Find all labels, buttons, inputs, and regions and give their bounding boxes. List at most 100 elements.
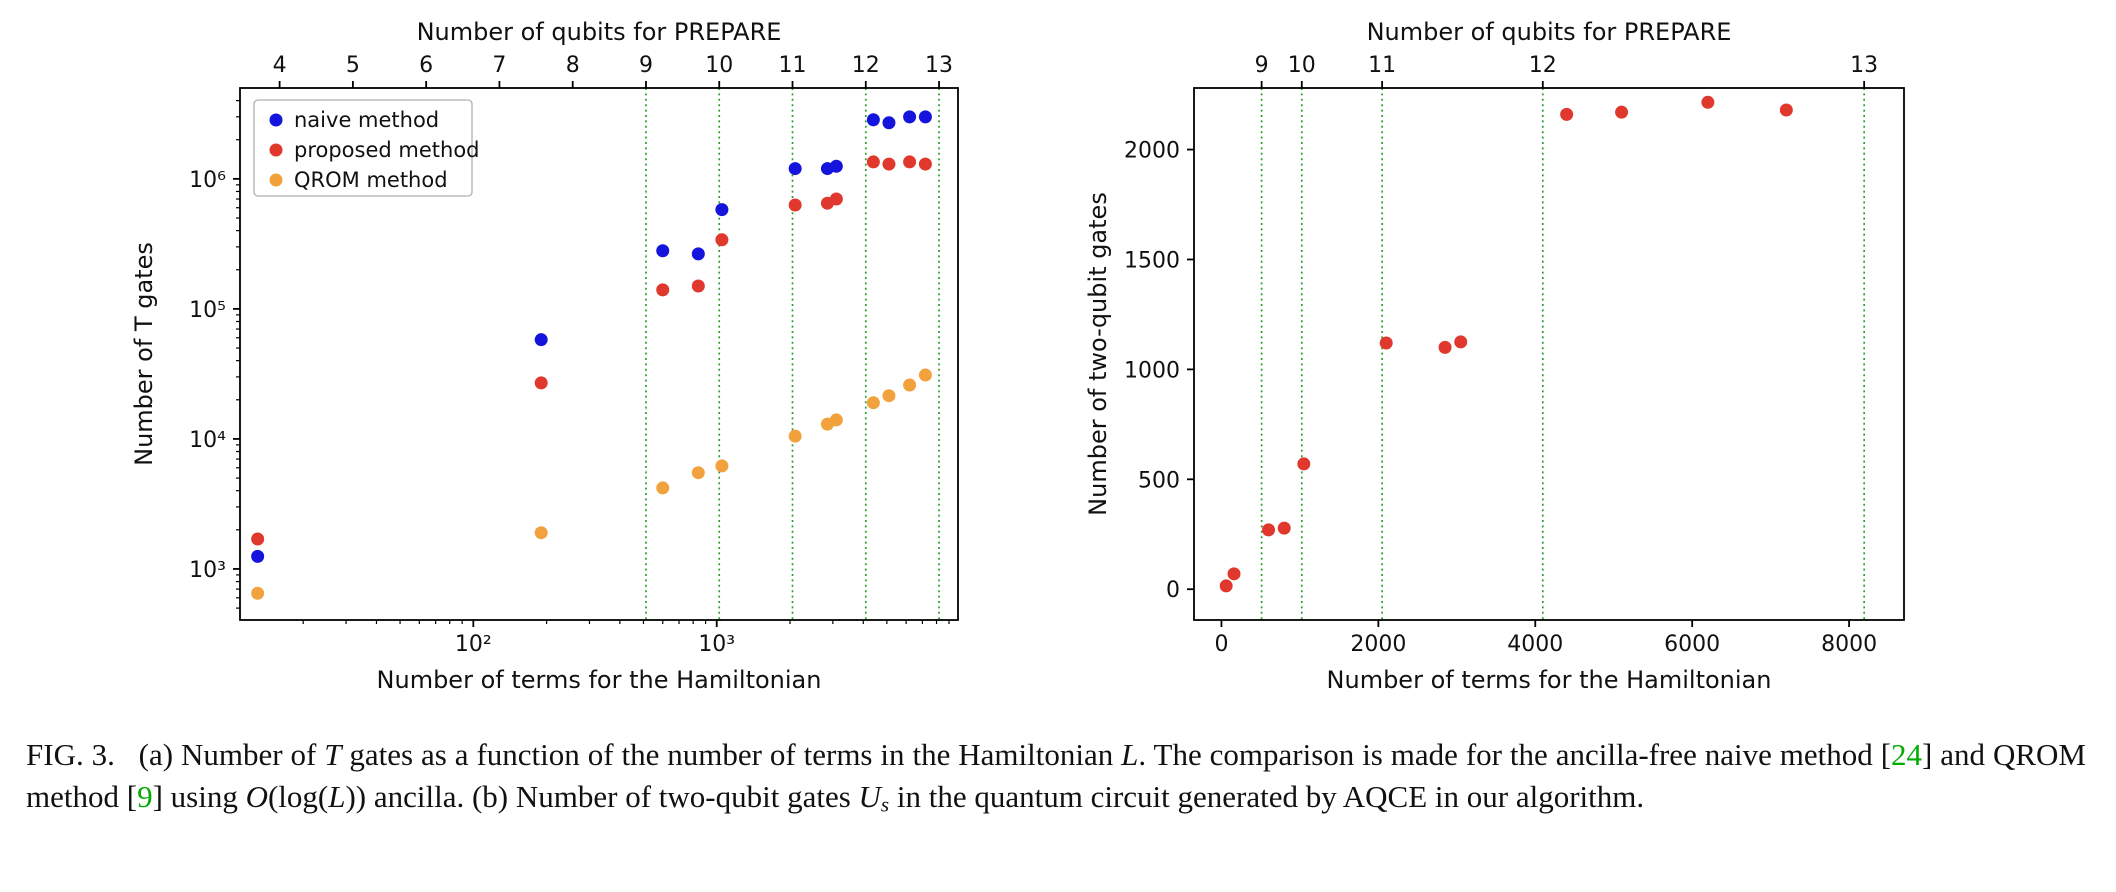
- data-series: [1219, 95, 1793, 593]
- data-point: [1262, 523, 1276, 537]
- data-point: [866, 396, 880, 410]
- data-point: [882, 157, 896, 171]
- caption-text: L: [328, 778, 346, 814]
- legend-label: proposed method: [294, 138, 480, 162]
- left-axis: 0 500 1000 1500 2000: [1124, 139, 1194, 603]
- caption-text: in the quantum circuit generated by AQCE…: [889, 778, 1645, 814]
- data-point: [1227, 567, 1241, 581]
- top-axis: 9 10 11 12 13: [1255, 53, 1878, 88]
- top-tick-label: 11: [779, 53, 807, 78]
- data-point: [715, 233, 729, 247]
- chart-b-two-qubit-gates: 0 2000 4000 6000 8000 0 500 1000 1500 2000 9 10 11 12…: [1084, 18, 1905, 694]
- data-point: [1701, 95, 1715, 109]
- data-point: [918, 110, 932, 124]
- legend-label: naive method: [294, 108, 439, 132]
- data-series: [251, 110, 932, 600]
- figure-caption: FIG. 3. (a) Number of T gates as a funct…: [26, 734, 2086, 819]
- caption-text: O: [245, 778, 268, 814]
- legend-marker: [269, 113, 283, 127]
- data-point: [1219, 579, 1233, 593]
- data-point: [866, 113, 880, 127]
- y-tick-label: 10⁵: [189, 298, 226, 323]
- data-point: [882, 116, 896, 130]
- caption-text: gates as a function of the number of ter…: [341, 737, 1122, 772]
- data-point: [1277, 521, 1291, 535]
- top-tick-label: 12: [852, 53, 880, 78]
- top-tick-label: 9: [639, 53, 653, 78]
- data-point: [251, 532, 265, 546]
- top-tick-label: 7: [492, 53, 506, 78]
- x-tick-label: 10²: [455, 632, 492, 657]
- top-tick-label: 12: [1529, 53, 1557, 78]
- data-point: [715, 203, 729, 217]
- data-point: [691, 279, 705, 293]
- bottom-axis: 0 2000 4000 6000 8000: [1214, 620, 1877, 657]
- citation-link[interactable]: 9: [137, 778, 153, 814]
- top-tick-label: 9: [1255, 53, 1269, 78]
- data-point: [691, 466, 705, 480]
- y-tick-label: 10³: [189, 558, 226, 583]
- qubit-threshold-lines: [645, 88, 940, 620]
- legend-marker: [269, 143, 283, 157]
- data-point: [534, 376, 548, 390]
- y-tick-label: 1000: [1124, 358, 1180, 383]
- top-tick-label: 6: [419, 53, 433, 78]
- qubit-threshold-lines: [1260, 88, 1865, 620]
- x-axis-title: Number of terms for the Hamiltonian: [377, 666, 822, 694]
- top-axis-title: Number of qubits for PREPARE: [1367, 18, 1732, 46]
- data-point: [251, 549, 265, 563]
- x-tick-label: 2000: [1350, 632, 1406, 657]
- x-tick-label: 6000: [1664, 632, 1720, 657]
- caption-text: )) ancilla. (b) Number of two-qubit gate…: [345, 778, 859, 814]
- y-axis-title: Number of two-qubit gates: [1084, 192, 1112, 516]
- data-point: [1454, 335, 1468, 349]
- x-tick-label: 10³: [698, 632, 735, 657]
- data-point: [656, 244, 670, 258]
- data-point: [1560, 107, 1574, 121]
- x-tick-label: 0: [1214, 632, 1228, 657]
- figure-panels: 10² 10³ 10³ 10⁴ 10⁵ 10⁶ 4 5 6 7 8 9 10 11 12 13 Number o…: [130, 18, 1905, 694]
- chart-a-t-gates: 10² 10³ 10³ 10⁴ 10⁵ 10⁶ 4 5 6 7 8 9 10 11 12 13 Number o…: [130, 18, 959, 694]
- data-point: [829, 159, 843, 173]
- caption-text: ] using: [152, 778, 246, 814]
- data-point: [829, 413, 843, 427]
- top-tick-label: 11: [1368, 53, 1396, 78]
- legend-box: [253, 99, 473, 197]
- plot-border: [1193, 87, 1905, 621]
- data-point: [788, 162, 802, 176]
- data-point: [918, 157, 932, 171]
- y-tick-label: 0: [1166, 578, 1180, 603]
- y-tick-label: 10⁴: [189, 428, 226, 453]
- caption-text: FIG. 3. (a) Number of: [26, 737, 325, 772]
- data-point: [788, 198, 802, 212]
- caption-text: T: [324, 737, 342, 772]
- caption-text: L: [1121, 737, 1139, 772]
- data-point: [656, 283, 670, 297]
- data-point: [1297, 457, 1311, 471]
- data-point: [903, 110, 917, 124]
- data-point: [882, 389, 896, 403]
- citation-link[interactable]: 24: [1891, 737, 1923, 772]
- caption-text: ] and QROM method [: [26, 737, 2086, 814]
- x-axis-title: Number of terms for the Hamiltonian: [1327, 666, 1772, 694]
- series-proposed-method: [251, 155, 932, 546]
- data-point: [691, 247, 705, 261]
- y-tick-label: 2000: [1124, 139, 1180, 164]
- series-QROM-method: [251, 368, 932, 600]
- series-naive-method: [251, 110, 932, 563]
- data-point: [918, 368, 932, 382]
- bottom-axis: 10² 10³: [302, 620, 950, 657]
- top-tick-label: 10: [1288, 53, 1316, 78]
- data-point: [903, 378, 917, 392]
- data-point: [788, 429, 802, 443]
- y-tick-label: 1500: [1124, 248, 1180, 273]
- legend-marker: [269, 173, 283, 187]
- data-point: [251, 586, 265, 600]
- top-tick-label: 13: [925, 53, 953, 78]
- top-axis-title: Number of qubits for PREPARE: [417, 18, 782, 46]
- y-tick-label: 500: [1138, 468, 1180, 493]
- data-point: [829, 192, 843, 206]
- legend-label: QROM method: [294, 168, 448, 192]
- top-axis: 4 5 6 7 8 9 10 11 12 13: [273, 53, 953, 88]
- top-tick-label: 4: [273, 53, 287, 78]
